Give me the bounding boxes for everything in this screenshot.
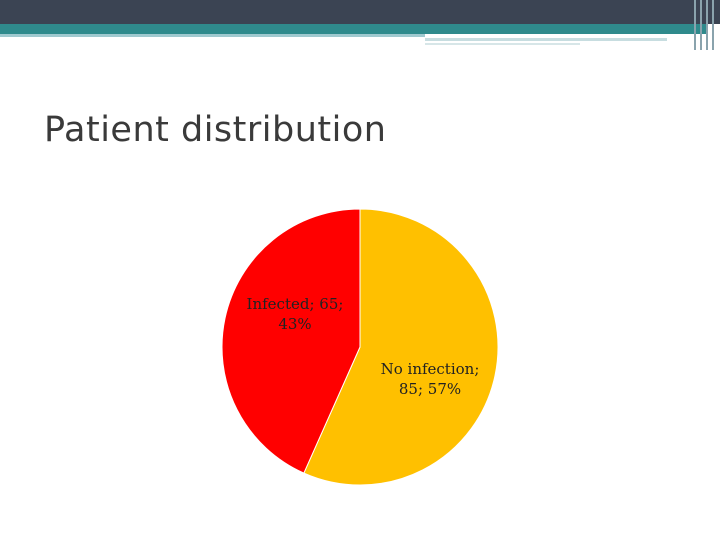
data-label-infected: Infected; 65; 43% (247, 295, 344, 333)
header-rule (425, 38, 667, 41)
header-rule-short (425, 43, 580, 45)
header-edge-bars (692, 0, 720, 50)
header-bar (0, 0, 720, 24)
data-label-no-infection: No infection; 85; 57% (381, 360, 480, 398)
header-accent-line (0, 34, 425, 37)
pie-slice-infected (221, 208, 361, 474)
pie-slice-no-infection (303, 208, 499, 486)
slide-title: Patient distribution (44, 110, 387, 150)
header-accent-stripe (0, 24, 706, 34)
